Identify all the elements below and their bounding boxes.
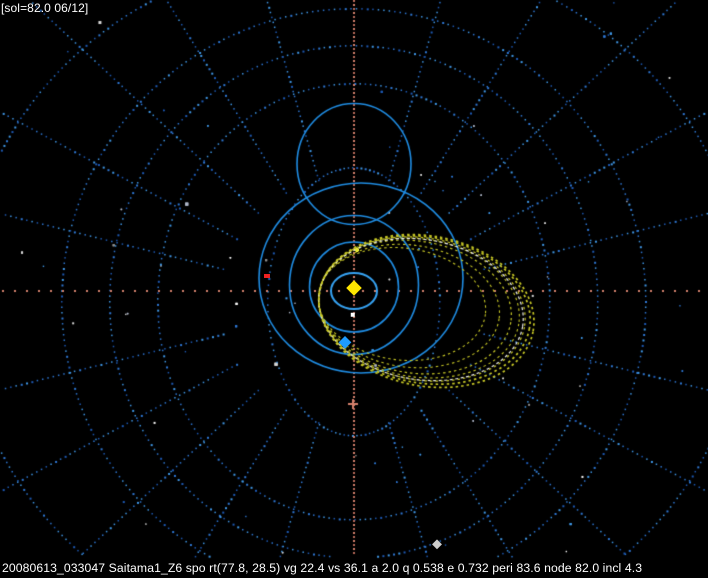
planet-square-marker: [350, 312, 355, 317]
solar-longitude-label: [sol=82.0 06/12]: [1, 1, 89, 15]
orbit-status-bar: 20080613_033047 Saitama1_Z6 spo rt(77.8,…: [2, 561, 643, 575]
meteor-head-dot: [354, 248, 359, 252]
red-tick-marker: [264, 273, 270, 278]
